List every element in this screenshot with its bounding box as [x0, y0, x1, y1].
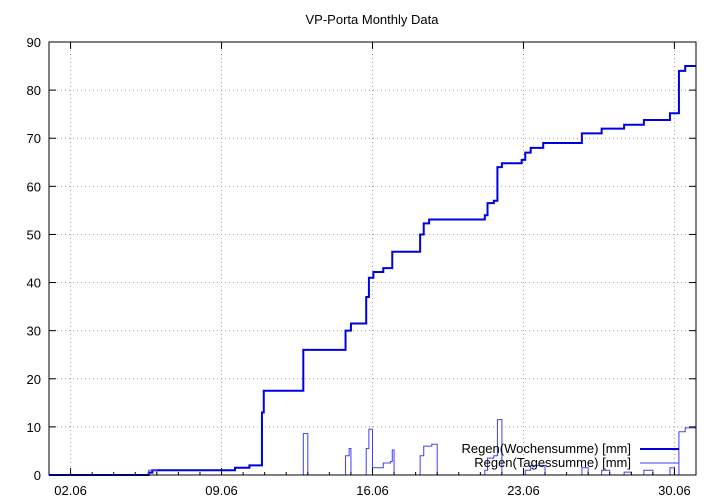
- x-tick-label: 09.06: [205, 483, 238, 498]
- x-tick-label: 16.06: [356, 483, 389, 498]
- y-tick-label: 10: [27, 420, 41, 435]
- legend-label-1: Regen(Tagessumme) [mm]: [474, 455, 631, 470]
- y-tick-label: 70: [27, 131, 41, 146]
- x-tick-label: 02.06: [54, 483, 87, 498]
- x-tick-label: 30.06: [658, 483, 691, 498]
- grid: [49, 42, 696, 475]
- chart-title: VP-Porta Monthly Data: [306, 12, 440, 27]
- axes: 0 10 20 30 40 50 60 70 80 90 02.06 09.06 16.06 23.06 3…: [27, 35, 697, 498]
- y-tick-label: 80: [27, 83, 41, 98]
- y-tick-label: 30: [27, 324, 41, 339]
- y-tick-label: 50: [27, 227, 41, 242]
- x-tick-label: 23.06: [507, 483, 540, 498]
- legend: Regen(Wochensumme) [mm] Regen(Tagessumme…: [461, 441, 679, 470]
- y-tick-label: 20: [27, 372, 41, 387]
- y-tick-label: 40: [27, 276, 41, 291]
- legend-label-0: Regen(Wochensumme) [mm]: [461, 441, 631, 456]
- series-line-0: [49, 65, 696, 476]
- y-tick-label: 0: [34, 468, 41, 483]
- y-tick-label: 60: [27, 179, 41, 194]
- y-tick-label: 90: [27, 35, 41, 50]
